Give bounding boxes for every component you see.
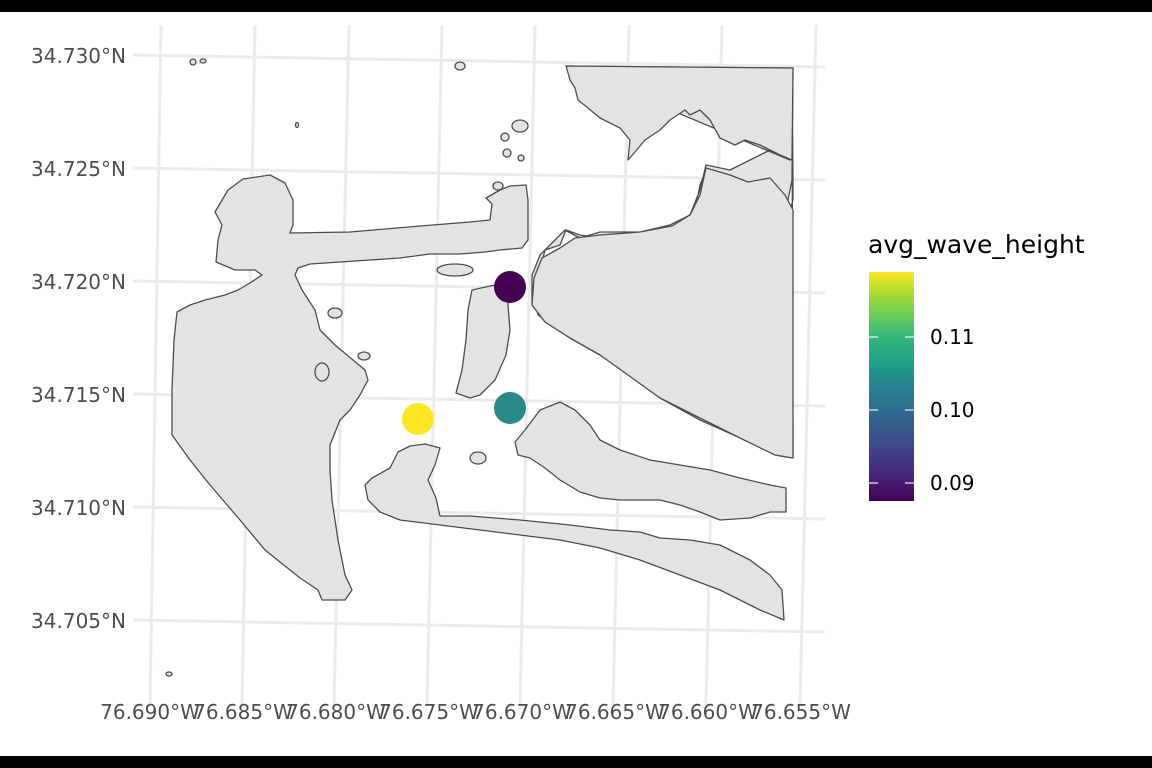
legend-tick-mark — [869, 336, 878, 338]
y-axis-label: 34.725°N — [31, 157, 126, 181]
small-island — [199, 58, 207, 64]
land-southern-spit — [364, 443, 785, 621]
small-island — [357, 351, 371, 361]
y-axis-label: 34.705°N — [31, 609, 126, 633]
land-west-island — [171, 174, 529, 601]
data-point-low[interactable] — [494, 271, 526, 303]
data-point-mid[interactable] — [494, 392, 526, 424]
data-point-high[interactable] — [402, 403, 434, 435]
x-axis-label: 76.655°W — [751, 700, 851, 724]
small-island — [189, 58, 197, 66]
legend-title: avg_wave_height — [868, 230, 1085, 259]
legend-tick-mark — [869, 482, 878, 484]
small-island — [500, 132, 510, 142]
legend-tick-mark — [905, 482, 914, 484]
land-east-north-block — [565, 65, 794, 161]
wave-height-points — [402, 271, 526, 435]
x-axis-label: 76.665°W — [565, 700, 665, 724]
y-axis-label: 34.720°N — [31, 270, 126, 294]
small-island — [314, 362, 330, 382]
land-southeast-peninsula — [514, 401, 787, 521]
land-central-island — [455, 283, 511, 399]
legend-tick-mark — [869, 409, 878, 411]
land-polygons — [165, 58, 794, 677]
small-island — [492, 181, 504, 191]
x-axis-label: 76.685°W — [193, 700, 293, 724]
small-island — [454, 61, 466, 71]
y-axis-label: 34.715°N — [31, 383, 126, 407]
y-axis-label: 34.730°N — [31, 44, 126, 68]
small-island — [436, 263, 474, 277]
small-island — [165, 671, 173, 677]
legend-colorbar — [869, 272, 914, 501]
legend-label: 0.09 — [930, 471, 975, 495]
small-island — [517, 154, 525, 162]
small-island — [294, 121, 300, 129]
y-axis-label: 34.710°N — [31, 496, 126, 520]
land-east-main-block — [531, 167, 794, 459]
x-axis-label: 76.680°W — [286, 700, 386, 724]
x-axis-label: 76.660°W — [658, 700, 758, 724]
map-plot-canvas: 34.730°N 34.725°N 34.720°N 34.715°N 34.7… — [0, 12, 1152, 756]
x-axis-label: 76.690°W — [100, 700, 200, 724]
legend-tick-mark — [905, 409, 914, 411]
x-axis-label: 76.670°W — [472, 700, 572, 724]
x-axis-label: 76.675°W — [379, 700, 479, 724]
legend-label: 0.10 — [930, 398, 975, 422]
small-island — [511, 119, 529, 133]
small-island — [502, 148, 512, 158]
map-plot-area — [132, 24, 826, 706]
small-island — [469, 451, 487, 465]
small-island — [327, 307, 343, 319]
legend-label: 0.11 — [930, 325, 975, 349]
legend-tick-mark — [905, 336, 914, 338]
